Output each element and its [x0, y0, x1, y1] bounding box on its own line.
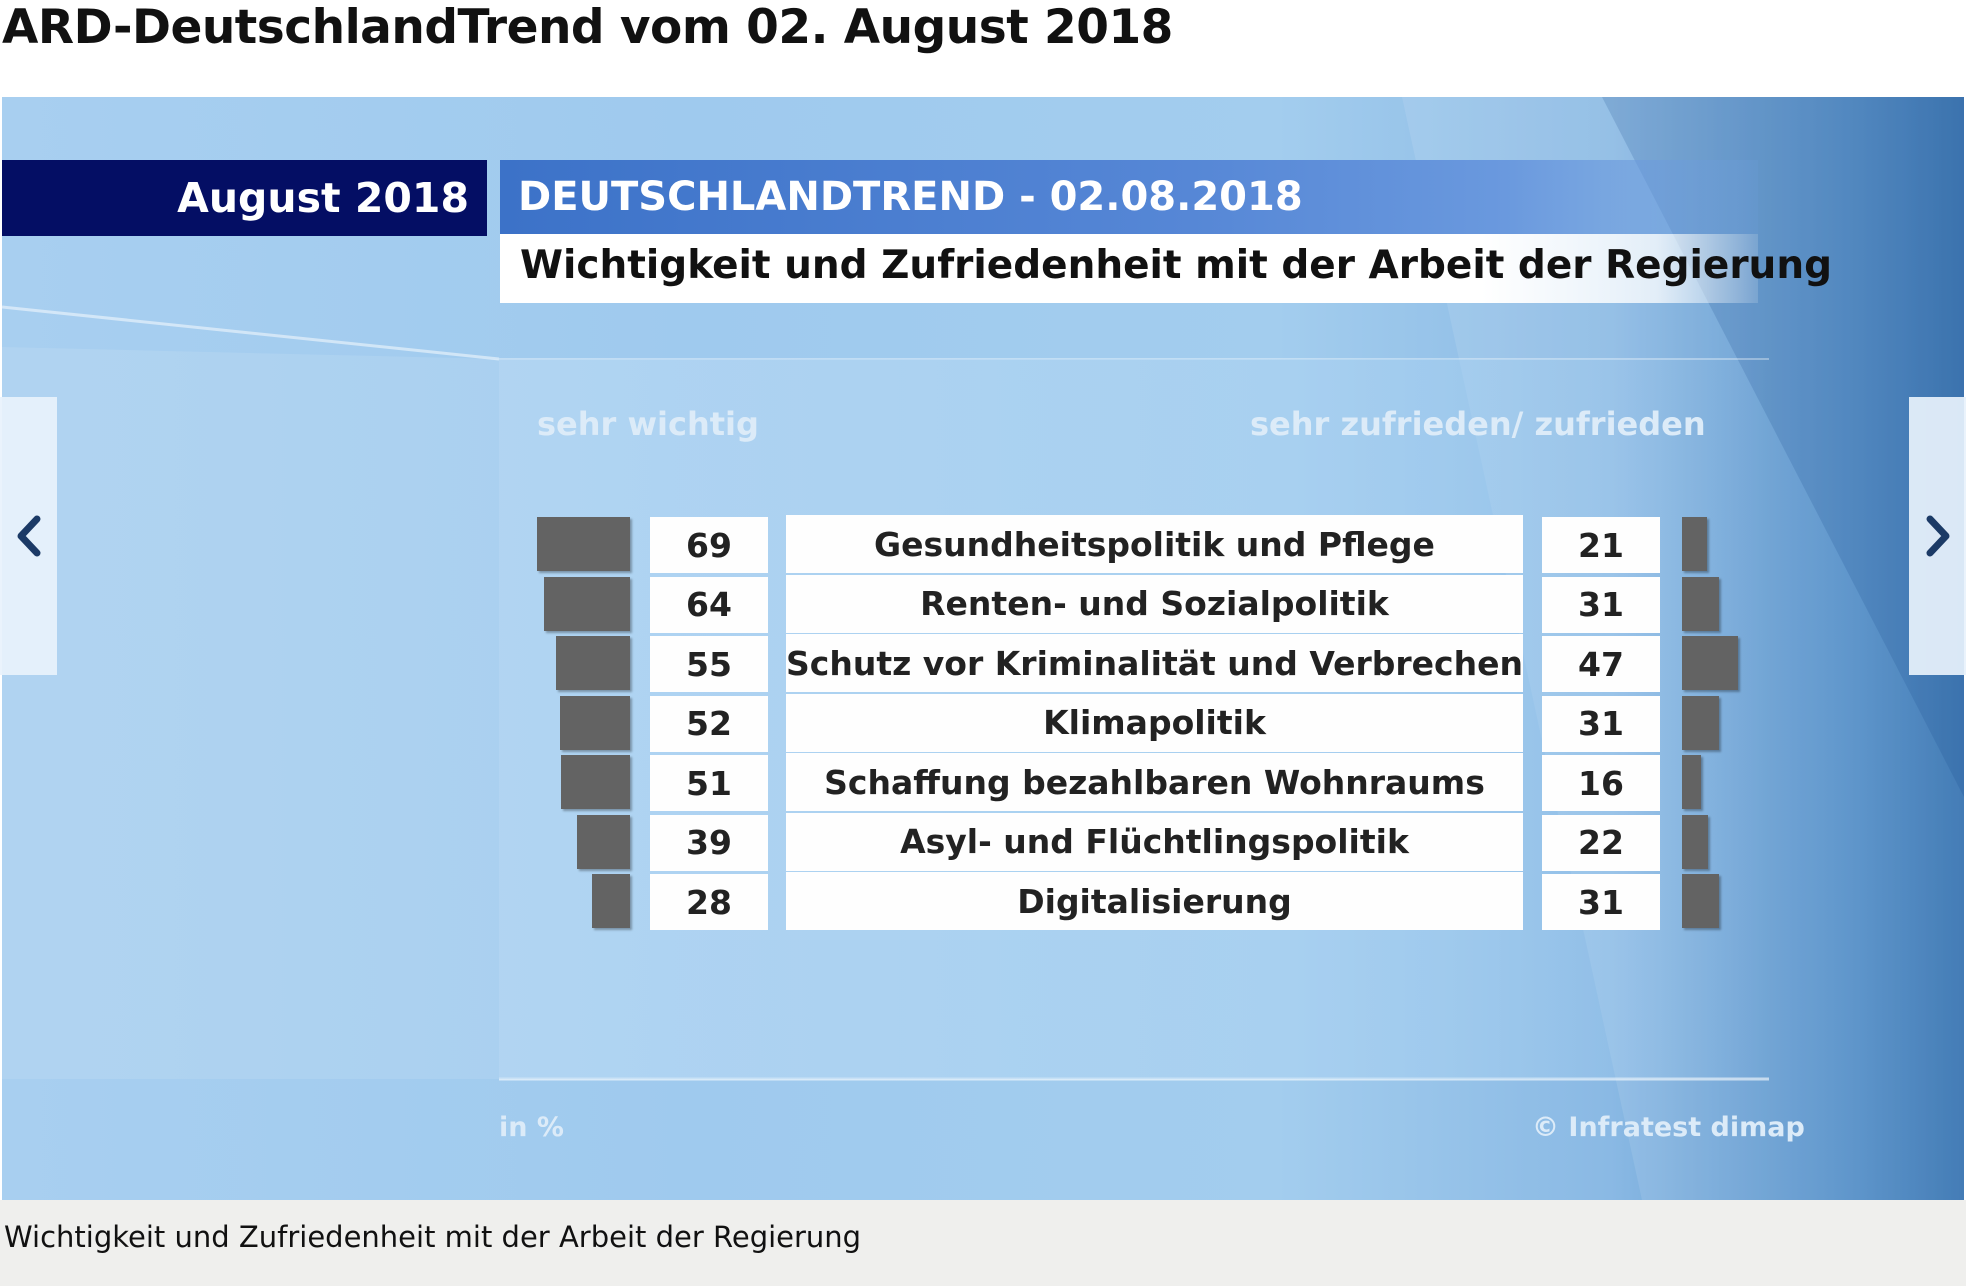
chart-row: 52 Klimapolitik 31 — [2, 693, 1964, 752]
caption-bar: Wichtigkeit und Zufriedenheit mit der Ar… — [0, 1200, 1966, 1286]
importance-value: 39 — [650, 814, 768, 871]
chart-row: 51 Schaffung bezahlbaren Wohnraums 16 — [2, 753, 1964, 811]
importance-bar — [577, 814, 630, 869]
chevron-left-icon — [17, 515, 40, 557]
chart-row: 64 Renten- und Sozialpolitik 31 — [2, 574, 1964, 633]
importance-bar — [561, 755, 630, 809]
satisfaction-value: 21 — [1542, 517, 1660, 573]
importance-value: 51 — [650, 755, 768, 811]
importance-value: 55 — [650, 636, 768, 692]
satisfaction-value: 31 — [1542, 695, 1660, 752]
right-column-header: sehr zufrieden/ zufrieden — [1250, 405, 1706, 443]
unit-note: in % — [499, 1112, 564, 1143]
chart-row: 69 Gesundheitspolitik und Pflege 21 — [2, 515, 1964, 573]
importance-value: 28 — [650, 874, 768, 930]
satisfaction-bar — [1682, 517, 1707, 571]
left-column-header: sehr wichtig — [537, 405, 759, 443]
category-label: Digitalisierung — [786, 872, 1523, 930]
satisfaction-bar — [1682, 576, 1719, 631]
category-label: Gesundheitspolitik und Pflege — [786, 515, 1523, 573]
satisfaction-value: 31 — [1542, 874, 1660, 930]
chart-subtitle: Wichtigkeit und Zufriedenheit mit der Ar… — [520, 243, 1833, 288]
importance-bar — [559, 695, 630, 750]
chevron-right-icon — [1926, 515, 1949, 557]
importance-bar — [536, 517, 630, 571]
category-label: Renten- und Sozialpolitik — [786, 574, 1523, 633]
importance-bar — [543, 576, 630, 631]
month-box: August 2018 — [2, 160, 487, 236]
satisfaction-value: 31 — [1542, 576, 1660, 633]
category-label: Asyl- und Flüchtlingspolitik — [786, 812, 1523, 871]
next-slide-button[interactable] — [1909, 397, 1966, 675]
trend-header: DEUTSCHLANDTREND - 02.08.2018 — [500, 160, 1758, 234]
previous-slide-button[interactable] — [0, 397, 57, 675]
importance-value: 69 — [650, 517, 768, 573]
importance-value: 52 — [650, 695, 768, 752]
satisfaction-value: 16 — [1542, 755, 1660, 811]
satisfaction-bar — [1682, 874, 1719, 928]
chart-row: 39 Asyl- und Flüchtlingspolitik 22 — [2, 812, 1964, 871]
category-label: Schutz vor Kriminalität und Verbrechen — [786, 634, 1523, 692]
chart-subtitle-box: Wichtigkeit und Zufriedenheit mit der Ar… — [500, 234, 1832, 303]
slide-image: August 2018 DEUTSCHLANDTREND - 02.08.201… — [2, 97, 1964, 1200]
satisfaction-bar — [1682, 695, 1719, 750]
chart-row: 28 Digitalisierung 31 — [2, 872, 1964, 930]
month-label: August 2018 — [177, 174, 469, 222]
page-title: ARD-DeutschlandTrend vom 02. August 2018 — [2, 0, 1173, 55]
importance-bar — [592, 874, 630, 928]
category-label: Klimapolitik — [786, 693, 1523, 752]
satisfaction-value: 47 — [1542, 636, 1660, 692]
source-label: © Infratest dimap — [1532, 1112, 1805, 1143]
chart-row: 55 Schutz vor Kriminalität und Verbrechen… — [2, 634, 1964, 692]
satisfaction-value: 22 — [1542, 814, 1660, 871]
satisfaction-bar — [1682, 636, 1738, 690]
image-caption: Wichtigkeit und Zufriedenheit mit der Ar… — [4, 1220, 862, 1254]
importance-value: 64 — [650, 576, 768, 633]
category-label: Schaffung bezahlbaren Wohnraums — [786, 753, 1523, 811]
satisfaction-bar — [1682, 814, 1709, 869]
trend-label: DEUTSCHLANDTREND - 02.08.2018 — [518, 174, 1303, 220]
satisfaction-bar — [1682, 755, 1701, 809]
importance-bar — [555, 636, 630, 690]
